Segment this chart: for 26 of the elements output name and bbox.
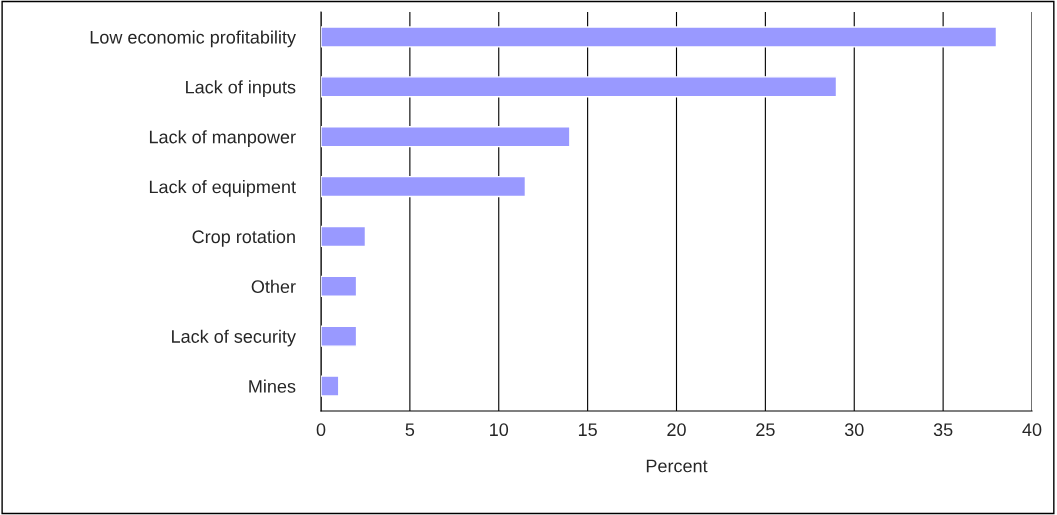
bar: [321, 175, 527, 198]
bar: [321, 126, 571, 148]
y-tick-label: Lack of equipment: [149, 180, 296, 197]
x-tick-label: 10: [490, 423, 509, 437]
x-axis-title: Percent: [646, 459, 708, 473]
bar: [321, 275, 358, 297]
x-tick-label: 20: [667, 423, 686, 437]
x-tick-label: 15: [578, 423, 597, 437]
x-tick-label: 25: [756, 423, 775, 437]
y-tick-label: Low economic profitability: [90, 30, 296, 48]
x-tick-label: 35: [933, 423, 953, 437]
x-tick-label: 40: [1022, 423, 1042, 437]
y-tick-label: Mines: [249, 379, 296, 393]
bar: [321, 225, 367, 248]
y-tick-label: Lack of security: [172, 329, 296, 347]
y-tick-label: Lack of inputs: [186, 80, 296, 98]
bar: [321, 76, 838, 98]
bar: [321, 325, 358, 347]
bar: [321, 375, 340, 397]
y-tick-label: Lack of manpower: [149, 130, 296, 147]
x-tick-label: 5: [405, 423, 415, 437]
y-tick-label: Crop rotation: [192, 229, 295, 247]
x-tick-label: 30: [844, 423, 864, 437]
x-tick-label: 0: [316, 423, 326, 437]
y-tick-label: Other: [251, 279, 296, 294]
bar: [321, 26, 998, 48]
